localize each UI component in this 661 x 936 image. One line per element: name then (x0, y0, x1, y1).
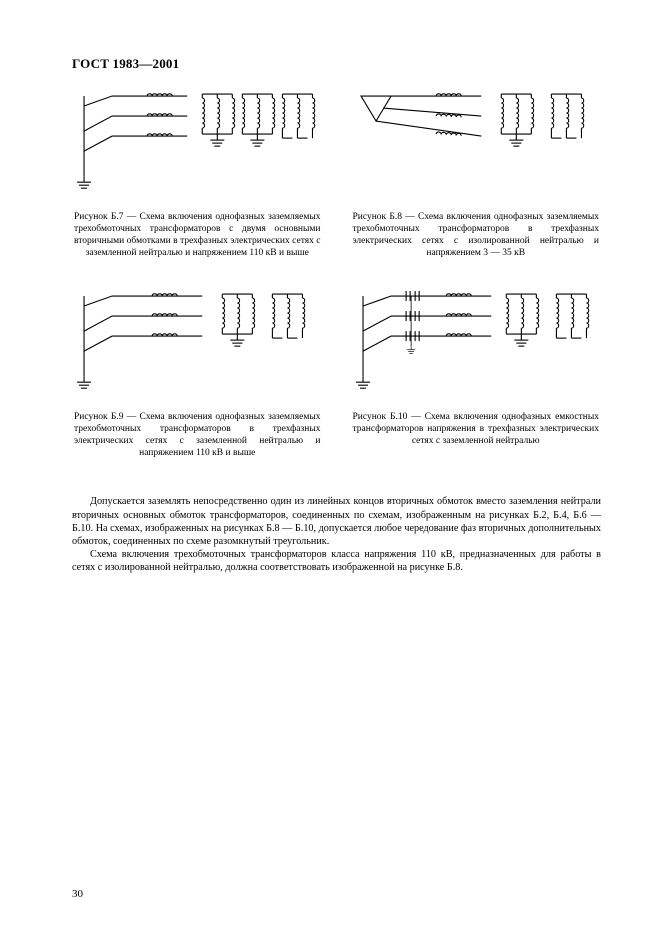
caption-b8: Рисунок Б.8 — Схема включения однофазных… (351, 212, 602, 260)
figure-b7: Рисунок Б.7 — Схема включения однофазных… (72, 86, 323, 260)
schematic-b10 (351, 286, 602, 406)
caption-b7: Рисунок Б.7 — Схема включения однофазных… (72, 212, 323, 260)
paragraph-1: Допускается заземлять непосредственно од… (72, 495, 601, 547)
figures-grid: Рисунок Б.7 — Схема включения однофазных… (72, 86, 601, 459)
page-number: 30 (72, 888, 83, 900)
schematic-b8 (351, 86, 602, 206)
figure-b9: Рисунок Б.9 — Схема включения однофазных… (72, 286, 323, 460)
paragraph-2: Схема включения трехобмоточных трансформ… (72, 548, 601, 574)
figure-b8: Рисунок Б.8 — Схема включения однофазных… (351, 86, 602, 260)
schematic-b9 (72, 286, 323, 406)
figure-b10: Рисунок Б.10 — Схема включения однофазны… (351, 286, 602, 460)
caption-b9: Рисунок Б.9 — Схема включения однофазных… (72, 412, 323, 460)
schematic-b7 (72, 86, 323, 206)
body-text: Допускается заземлять непосредственно од… (72, 495, 601, 573)
caption-b10: Рисунок Б.10 — Схема включения однофазны… (351, 412, 602, 448)
page-header: ГОСТ 1983—2001 (72, 56, 601, 72)
